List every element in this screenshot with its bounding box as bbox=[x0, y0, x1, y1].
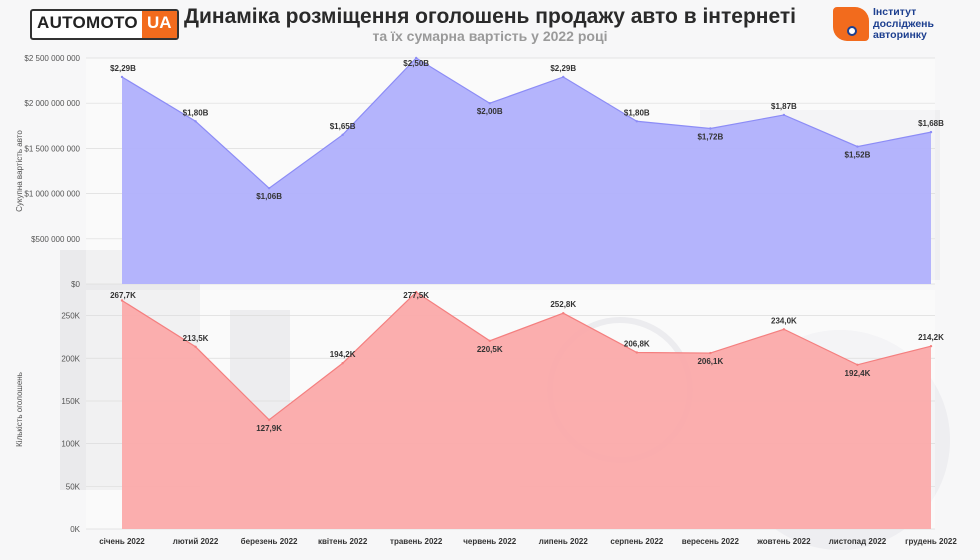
x-tick-label: червень 2022 bbox=[463, 537, 517, 546]
count-data-point bbox=[856, 363, 859, 366]
count-data-point bbox=[414, 290, 418, 294]
value-y-tick-label: $1 500 000 000 bbox=[24, 144, 80, 153]
value-data-label: $1,06B bbox=[256, 192, 282, 201]
count-data-point bbox=[709, 351, 712, 355]
count-y-tick-label: 150K bbox=[61, 397, 80, 406]
value-data-label: $1,52B bbox=[845, 151, 871, 160]
institute-logo-dot-icon bbox=[847, 26, 857, 36]
value-data-point bbox=[341, 133, 344, 137]
value-y-tick-label: $2 500 000 000 bbox=[24, 54, 80, 63]
value-data-label: $1,65B bbox=[330, 122, 356, 131]
value-data-point bbox=[856, 145, 859, 148]
count-data-label: 213,5K bbox=[183, 334, 209, 343]
institute-name-line: досліджень bbox=[873, 17, 934, 30]
count-data-label: 206,1K bbox=[697, 357, 723, 366]
value-y-tick-label: $0 bbox=[71, 280, 80, 289]
x-tick-label: грудень 2022 bbox=[905, 537, 957, 546]
x-tick-label: вересень 2022 bbox=[682, 537, 740, 546]
count-data-point bbox=[929, 344, 933, 348]
count-data-point bbox=[194, 345, 197, 348]
x-tick-label: липень 2022 bbox=[539, 537, 589, 546]
value-y-axis-title: Сукупна вартість авто bbox=[15, 130, 24, 212]
count-data-label: 234,0K bbox=[771, 316, 797, 325]
count-y-tick-label: 200K bbox=[61, 354, 80, 363]
value-data-label: $1,80B bbox=[624, 108, 650, 117]
institute-logo[interactable]: Інститут досліджень авторинку bbox=[833, 6, 965, 43]
x-tick-label: листопад 2022 bbox=[829, 537, 887, 546]
count-data-label: 277,5K bbox=[403, 291, 429, 300]
value-series-line bbox=[121, 57, 932, 189]
value-data-label: $2,50B bbox=[403, 59, 429, 68]
value-y-tick-label: $1 000 000 000 bbox=[24, 190, 80, 199]
x-tick-label: жовтень 2022 bbox=[756, 537, 811, 546]
automoto-logo[interactable]: AUTOMOTO UA bbox=[30, 9, 179, 40]
institute-name-line: авторинку bbox=[873, 29, 927, 41]
value-series-area bbox=[122, 58, 931, 284]
logo-text: AUTOMOTO bbox=[37, 13, 138, 32]
x-tick-label: лютий 2022 bbox=[173, 537, 219, 546]
count-y-tick-label: 100K bbox=[61, 440, 80, 449]
value-data-point bbox=[929, 130, 933, 134]
logo-suffix: UA bbox=[141, 11, 177, 38]
count-data-label: 252,8K bbox=[550, 300, 576, 309]
value-data-point bbox=[562, 75, 565, 79]
count-data-label: 206,8K bbox=[624, 339, 650, 348]
count-y-tick-label: 0K bbox=[70, 525, 80, 534]
value-data-point bbox=[709, 127, 712, 130]
header: AUTOMOTO UA Динаміка розміщення оголошен… bbox=[0, 0, 980, 46]
value-data-point bbox=[635, 120, 639, 123]
value-data-label: $2,29B bbox=[110, 64, 136, 73]
value-data-point bbox=[194, 120, 197, 123]
value-data-point bbox=[488, 102, 491, 105]
institute-logo-name: Інститут досліджень авторинку bbox=[873, 6, 965, 42]
count-data-label: 220,5K bbox=[477, 345, 503, 354]
count-y-tick-label: 250K bbox=[61, 312, 80, 321]
chart-title: Динаміка розміщення оголошень продажу ав… bbox=[184, 5, 796, 28]
count-data-point bbox=[782, 328, 786, 331]
value-data-label: $1,68B bbox=[918, 119, 944, 128]
count-data-label: 267,7K bbox=[110, 291, 136, 300]
value-data-label: $1,80B bbox=[183, 108, 209, 117]
value-y-tick-label: $2 000 000 000 bbox=[24, 99, 80, 108]
value-data-point bbox=[782, 113, 786, 117]
institute-name-line: Інститут bbox=[873, 6, 917, 18]
value-data-label: $1,72B bbox=[697, 133, 723, 142]
x-tick-label: березень 2022 bbox=[241, 537, 298, 546]
count-data-point bbox=[562, 312, 565, 315]
value-data-point bbox=[267, 186, 271, 190]
count-data-point bbox=[341, 362, 344, 365]
count-y-tick-label: 50K bbox=[66, 482, 81, 491]
count-data-point bbox=[120, 299, 124, 302]
value-data-label: $1,87B bbox=[771, 102, 797, 111]
combined-area-chart: $0 $500 000 000 $1 000 000 000 $1 500 000 0… bbox=[15, 54, 957, 546]
value-data-label: $2,29B bbox=[550, 64, 576, 73]
x-tick-label: січень 2022 bbox=[99, 537, 145, 546]
count-data-label: 192,4K bbox=[845, 369, 871, 378]
value-data-label: $2,00B bbox=[477, 107, 503, 116]
count-data-label: 194,2K bbox=[330, 350, 356, 359]
count-data-point bbox=[488, 339, 491, 342]
x-tick-label: серпень 2022 bbox=[610, 537, 663, 546]
value-y-tick-label: $500 000 000 bbox=[31, 235, 80, 244]
count-data-label: 214,2K bbox=[918, 333, 944, 342]
value-data-point bbox=[414, 56, 418, 60]
value-data-point bbox=[120, 75, 124, 79]
count-data-point bbox=[267, 418, 271, 422]
count-data-point bbox=[635, 351, 639, 354]
count-series-line bbox=[121, 291, 932, 421]
x-tick-label: травень 2022 bbox=[390, 537, 443, 546]
count-series-area bbox=[122, 292, 931, 529]
chart-subtitle: та їх сумарна вартість у 2022 році bbox=[372, 28, 608, 44]
x-tick-label: квітень 2022 bbox=[318, 537, 368, 546]
count-data-label: 127,9K bbox=[256, 424, 282, 433]
count-y-axis-title: Кількість оголошень bbox=[15, 372, 24, 447]
